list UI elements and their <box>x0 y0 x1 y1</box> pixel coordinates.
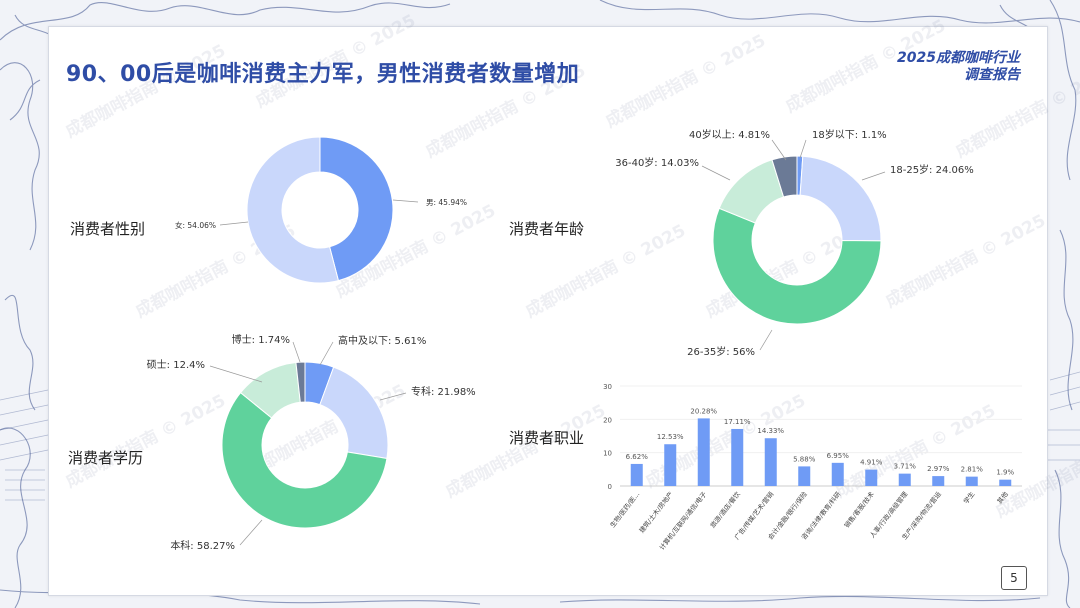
brand-logo: 2025成都咖啡行业 调查报告 <box>897 50 1020 84</box>
slice-label: 博士: 1.74% <box>232 333 290 346</box>
donut-chart-2: 高中及以下: 5.61% 专科: 21.98% 本科: 58.27% 硕士: 12.4… <box>147 333 476 552</box>
slice-label: 26-35岁: 56% <box>687 345 755 358</box>
section-label-age: 消费者年龄 <box>509 220 585 238</box>
bar-chart: 0 10 20 30 6.62% 生物/医药/医... 12.53% 建筑/土木/房地产 20.… <box>603 383 1022 552</box>
pie-slice <box>712 207 882 325</box>
bar-value-label: 6.62% <box>626 453 649 461</box>
bar <box>697 418 710 486</box>
leader-line <box>292 341 301 363</box>
leader-line <box>319 341 334 366</box>
slice-label: 18-25岁: 24.06% <box>890 163 974 176</box>
x-category-label: 生物/医药/医... <box>608 490 642 529</box>
section-label-gender: 消费者性别 <box>70 220 146 238</box>
section-label-occupation: 消费者职业 <box>509 429 585 447</box>
bar-value-label: 2.81% <box>961 466 984 474</box>
slide-panel <box>48 26 1048 596</box>
slice-label: 18岁以下: 1.1% <box>812 128 887 141</box>
page-number: 5 <box>1001 566 1027 590</box>
leader-line <box>392 199 419 203</box>
slice-label: 男: 45.94% <box>426 198 467 207</box>
bar <box>965 476 978 486</box>
slice-label: 高中及以下: 5.61% <box>338 334 426 347</box>
bar <box>798 466 811 486</box>
pie-slice <box>319 136 394 282</box>
leader-line <box>379 392 407 401</box>
y-tick-label: 20 <box>603 416 612 424</box>
leader-line <box>701 165 731 181</box>
slice-label: 女: 54.06% <box>175 220 216 230</box>
bar-value-label: 20.28% <box>690 407 717 415</box>
donut-chart-1: 18岁以下: 1.1% 18-25岁: 24.06% 26-35岁: 56% 36-4… <box>615 128 974 358</box>
x-category-label: 其他 <box>995 489 1010 505</box>
bar <box>630 463 643 486</box>
slice-label: 专科: 21.98% <box>411 385 476 398</box>
x-category-label: 学生 <box>961 489 976 505</box>
brand-line-2: 调查报告 <box>964 67 1020 83</box>
bar <box>731 428 744 486</box>
bar <box>865 469 878 486</box>
section-label-education: 消费者学历 <box>68 449 144 467</box>
leader-line <box>861 171 886 181</box>
y-tick-label: 30 <box>603 383 612 391</box>
pie-slice <box>771 155 798 198</box>
pie-slice <box>295 361 306 403</box>
slice-label: 40岁以上: 4.81% <box>689 128 770 141</box>
bar-value-label: 1.9% <box>996 469 1014 477</box>
bar-value-label: 6.95% <box>827 452 850 460</box>
slice-label: 36-40岁: 14.03% <box>615 156 699 169</box>
y-tick-label: 10 <box>603 450 612 458</box>
bar <box>932 476 945 486</box>
pie-slice <box>246 136 340 284</box>
pie-slice <box>319 366 389 460</box>
bar-value-label: 3.71% <box>894 463 917 471</box>
y-tick-label: 0 <box>608 483 612 491</box>
bar <box>999 479 1012 486</box>
slice-label: 硕士: 12.4% <box>147 358 205 371</box>
leader-line <box>759 329 773 351</box>
x-category-label: 旅游/酒店/餐饮 <box>708 489 742 529</box>
bar-value-label: 12.53% <box>657 433 684 441</box>
leader-line <box>209 365 263 383</box>
donut-chart-0: 男: 45.94% 女: 54.06% <box>175 136 467 284</box>
leader-line <box>771 139 787 161</box>
pie-slice <box>799 155 882 242</box>
slice-label: 本科: 58.27% <box>170 539 235 552</box>
bar-value-label: 17.11% <box>724 418 751 426</box>
bar <box>664 444 677 486</box>
x-category-label: 销售/客服/技术 <box>842 489 876 529</box>
bar-value-label: 2.97% <box>927 465 950 473</box>
bar <box>764 438 777 486</box>
bar-value-label: 5.88% <box>793 455 816 463</box>
pie-slice <box>221 391 388 529</box>
page-title: 90、00后是咖啡消费主力军，男性消费者数量增加 <box>66 62 580 87</box>
x-category-label: 建筑/土木/房地产 <box>637 489 675 534</box>
leader-line <box>239 519 263 546</box>
leader-line <box>799 139 807 159</box>
bar-value-label: 4.91% <box>860 459 883 467</box>
bar <box>831 462 844 486</box>
leader-line <box>219 221 249 226</box>
bar <box>898 473 911 486</box>
bar-value-label: 14.33% <box>757 427 784 435</box>
brand-line-1: 2025成都咖啡行业 <box>897 50 1020 66</box>
